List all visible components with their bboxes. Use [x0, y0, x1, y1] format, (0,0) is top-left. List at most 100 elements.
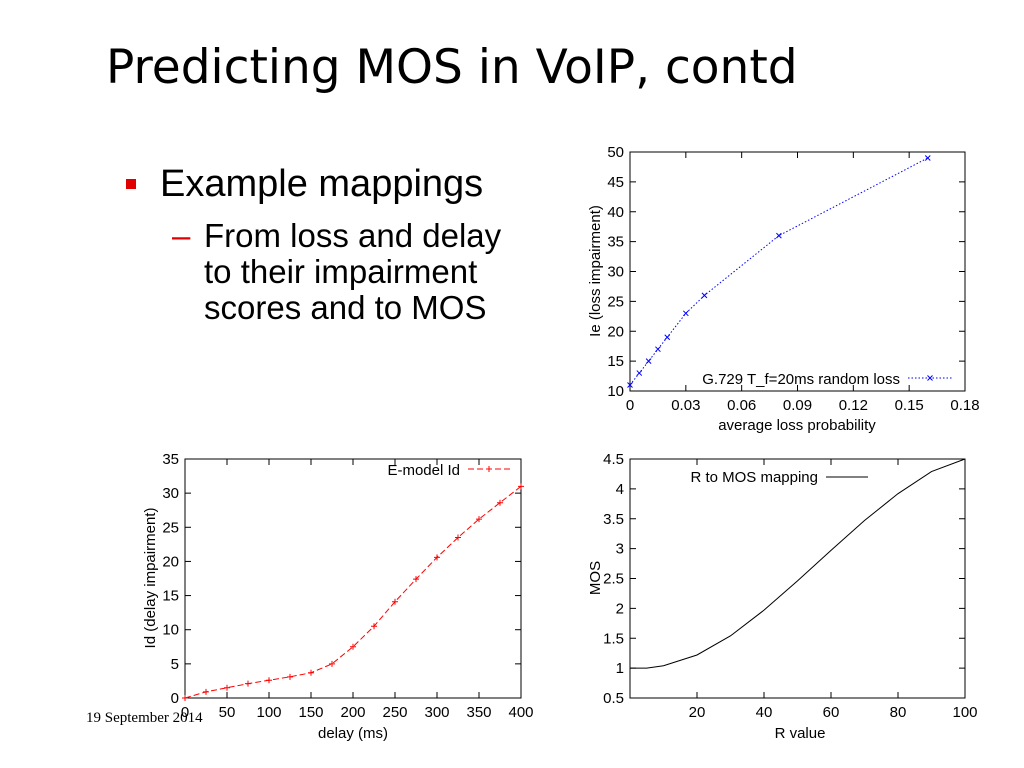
data-point — [682, 310, 689, 317]
data-point — [701, 292, 708, 299]
x-tick-label: 0 — [626, 397, 634, 414]
bullet-list: Example mappings – From loss and delay t… — [122, 162, 562, 326]
data-point — [371, 623, 377, 630]
y-tick-label: 40 — [607, 204, 624, 221]
data-point — [664, 334, 671, 341]
data-point — [655, 346, 661, 353]
data-point — [287, 673, 293, 680]
loss-impairment-chart: 0 0.03 0.06 0.09 0.12 0.15 0.18 10 15 20 25 30 35 40 4… — [587, 144, 980, 434]
y-tick-label: 4.5 — [603, 451, 624, 468]
y-tick-label: 5 — [171, 656, 179, 673]
data-point — [434, 554, 440, 561]
y-axis-label: Id (delay impairment) — [142, 508, 159, 649]
data-point — [518, 483, 524, 490]
x-axis-label: delay (ms) — [318, 725, 388, 742]
x-tick-label: 300 — [424, 704, 449, 721]
y-tick-label: 15 — [162, 588, 179, 605]
plot-frame — [184, 458, 522, 699]
y-tick-label: 1.5 — [603, 630, 624, 647]
series-line — [630, 458, 966, 669]
y-axis-label: MOS — [587, 561, 604, 595]
y-tick-label: 20 — [607, 323, 624, 340]
x-tick-label: 350 — [466, 704, 491, 721]
bullet-text: Example mappings — [160, 163, 484, 205]
x-tick-label: 400 — [508, 704, 533, 721]
data-point — [203, 688, 209, 695]
series-line — [184, 485, 522, 699]
legend-marker — [927, 375, 933, 381]
data-point — [224, 684, 230, 691]
x-tick-label: 50 — [219, 704, 236, 721]
data-point — [413, 576, 419, 583]
r-to-mos-chart: 20 40 60 80 100 0.5 1 1.5 2 2.5 3 3.5 4 4.5 R value MOS… — [587, 451, 978, 742]
sub-bullet-text: From loss and delay to their impairment … — [204, 217, 502, 326]
data-point — [182, 695, 188, 701]
slide-title: Predicting MOS in VoIP, contd — [106, 40, 798, 95]
y-tick-label: 0.5 — [603, 690, 624, 707]
x-tick-label: 20 — [689, 704, 706, 721]
x-axis-label: R value — [775, 725, 826, 742]
data-point — [329, 660, 335, 667]
y-tick-label: 1 — [616, 660, 624, 677]
y-tick-label: 30 — [162, 485, 179, 502]
plot-frame — [629, 151, 966, 392]
x-tick-label: 0.09 — [783, 397, 812, 414]
y-tick-label: 25 — [607, 293, 624, 310]
x-tick-label: 0.18 — [950, 397, 979, 414]
y-tick-label: 10 — [607, 383, 624, 400]
legend-label: G.729 T_f=20ms random loss — [702, 371, 900, 388]
x-tick-label: 100 — [952, 704, 977, 721]
data-point — [392, 598, 398, 605]
x-tick-label: 60 — [823, 704, 840, 721]
legend-label: E-model Id — [387, 462, 460, 479]
y-tick-label: 2 — [616, 600, 624, 617]
data-point — [645, 358, 652, 364]
x-tick-label: 250 — [382, 704, 407, 721]
y-tick-label: 3 — [616, 541, 624, 558]
x-tick-label: 100 — [256, 704, 281, 721]
data-point — [776, 232, 782, 239]
data-point — [636, 370, 643, 376]
legend-label: R to MOS mapping — [690, 469, 818, 486]
x-tick-label: 0.12 — [839, 397, 868, 414]
legend-marker — [486, 466, 492, 472]
x-tick-label: 40 — [756, 704, 773, 721]
y-tick-label: 0 — [171, 690, 179, 707]
y-tick-label: 20 — [162, 553, 179, 570]
y-tick-label: 2.5 — [603, 571, 624, 588]
y-tick-label: 4 — [616, 481, 624, 498]
y-tick-label: 15 — [607, 353, 624, 370]
footer-date: 19 September 2014 — [86, 710, 203, 726]
data-point — [245, 680, 251, 687]
y-tick-label: 3.5 — [603, 511, 624, 528]
y-tick-label: 35 — [607, 234, 624, 251]
y-tick-label: 35 — [162, 451, 179, 468]
data-point — [924, 155, 931, 161]
data-point — [455, 534, 461, 541]
data-point — [308, 669, 314, 676]
data-point — [476, 516, 482, 523]
square-bullet-icon — [126, 179, 136, 189]
bullet-item: Example mappings — [122, 162, 562, 206]
plot-frame — [629, 458, 966, 699]
series-line — [629, 157, 929, 386]
delay-impairment-chart: 0 50 100 150 200 250 300 350 400 0 5 10 15 20 25 30 35 de… — [142, 451, 534, 742]
x-axis-label: average loss probability — [718, 417, 876, 434]
y-tick-label: 25 — [162, 519, 179, 536]
dash-bullet-icon: – — [172, 217, 191, 254]
x-tick-label: 0 — [181, 704, 189, 721]
y-axis-label: Ie (loss impairment) — [587, 205, 604, 337]
x-tick-label: 200 — [340, 704, 365, 721]
data-point — [497, 499, 503, 506]
x-tick-label: 0.06 — [727, 397, 756, 414]
data-point — [266, 677, 272, 684]
y-tick-label: 10 — [162, 622, 179, 639]
x-tick-label: 150 — [298, 704, 323, 721]
sub-bullet-item: – From loss and delay to their impairmen… — [172, 218, 534, 326]
data-point — [350, 643, 356, 650]
x-tick-label: 80 — [890, 704, 907, 721]
y-tick-label: 30 — [607, 264, 624, 281]
y-tick-label: 50 — [607, 144, 624, 161]
data-point — [627, 382, 633, 388]
x-tick-label: 0.15 — [895, 397, 924, 414]
